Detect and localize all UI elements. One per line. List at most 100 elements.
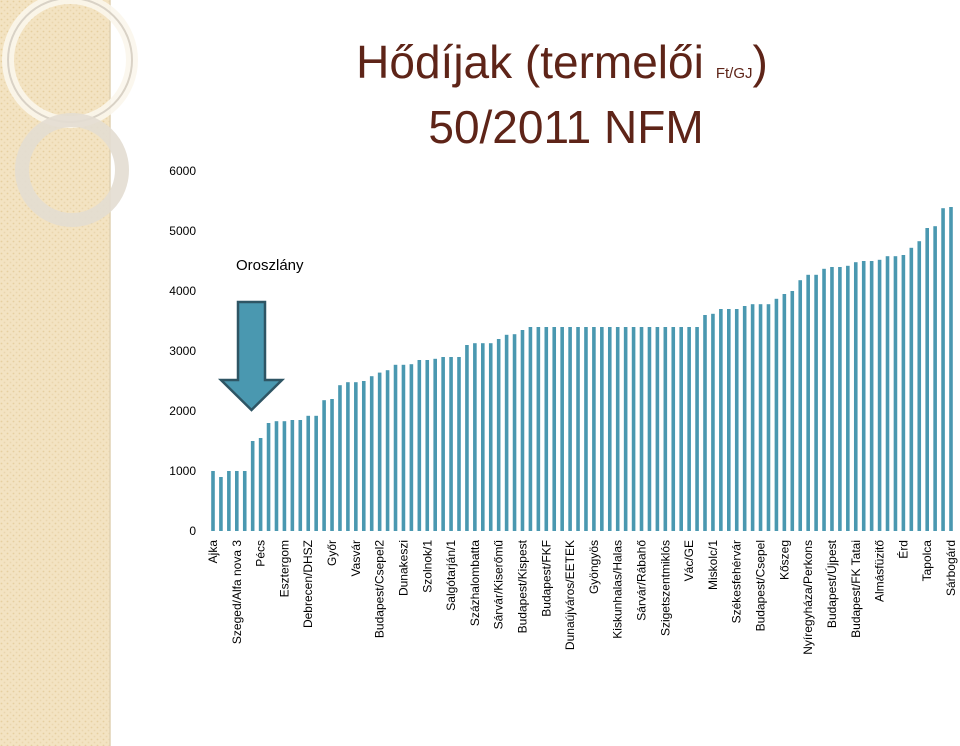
bar [504, 334, 509, 531]
bar [361, 381, 366, 531]
bar [631, 327, 636, 531]
chart-title: Hődíjak (termelői Ft/GJ) [356, 36, 768, 88]
bar [790, 291, 795, 531]
x-tick-label: Budapest/FK Tatai [849, 540, 863, 638]
bar [822, 268, 826, 531]
x-tick-label: Vác/GE [682, 540, 696, 581]
title-lead: Hődíjak (termelői [356, 36, 704, 88]
bar [941, 208, 945, 531]
x-tick-label: Sárbogárd [944, 540, 958, 596]
bar [274, 421, 279, 531]
bar [425, 360, 430, 531]
x-tick-label: Kőszeg [777, 540, 791, 580]
bar [758, 304, 763, 531]
bar [830, 267, 834, 531]
bar [750, 304, 755, 531]
bar [496, 339, 501, 531]
bar [393, 364, 398, 531]
bar [354, 382, 358, 531]
y-tick-label: 4000 [169, 284, 196, 298]
bar [893, 256, 898, 531]
bar [576, 327, 580, 531]
bar [798, 280, 803, 531]
bar [314, 415, 318, 531]
bar [742, 306, 747, 531]
x-tick-label: Tapolca [920, 540, 934, 582]
bar [917, 241, 922, 531]
bar [925, 228, 929, 531]
bar [409, 364, 414, 531]
x-tick-label: Almásfüzitő [873, 540, 887, 602]
x-tick-label: Vasvár [349, 540, 363, 576]
bar [258, 438, 263, 531]
y-tick-label: 0 [189, 524, 196, 538]
bar [322, 400, 326, 531]
x-tick-label: Szigetszentmiklós [658, 540, 672, 636]
bar [282, 421, 287, 531]
bar [235, 471, 239, 531]
bar [838, 267, 842, 531]
y-tick-label: 5000 [169, 224, 196, 238]
x-tick-label: Budapest/Újpest [824, 539, 839, 628]
x-tick-label: Budapest/Kispest [515, 539, 529, 633]
bar [933, 226, 937, 531]
bar [774, 298, 779, 531]
bar [449, 357, 453, 531]
x-tick-label: Kiskunhalas/Halas [611, 540, 625, 639]
bar [655, 327, 660, 531]
bar [338, 385, 342, 531]
bar [711, 313, 715, 531]
bar [695, 327, 699, 531]
bar [227, 471, 231, 531]
bar [671, 327, 676, 531]
x-tick-label: Dunaújváros/EETEK [563, 540, 577, 650]
bar [600, 327, 604, 531]
bar [727, 309, 731, 531]
bar [488, 343, 493, 531]
bar [457, 357, 461, 531]
x-tick-label: Szolnok/1 [420, 540, 434, 593]
x-tick-label: Budapest/Csepel2 [373, 540, 387, 638]
bar [552, 327, 557, 531]
deco-ring [15, 113, 129, 227]
bar [687, 327, 691, 531]
y-tick-label: 3000 [169, 344, 196, 358]
x-tick-label: Gyöngyös [587, 540, 601, 594]
bar [623, 327, 628, 531]
bar [377, 372, 382, 531]
bar [401, 364, 406, 531]
x-tick-label: Szeged/Alfa nova 3 [230, 540, 244, 644]
x-tick-label: Ajka [206, 540, 220, 564]
bar [734, 309, 739, 531]
arrow [217, 300, 286, 412]
x-tick-label: Budapest/Csepel [754, 540, 768, 631]
x-tick-label: Székesfehérvár [730, 540, 744, 623]
bar [885, 256, 890, 531]
bar [639, 327, 644, 531]
bar [861, 261, 866, 531]
bar [901, 255, 906, 531]
bar [369, 376, 374, 531]
bar [465, 345, 469, 531]
bar [520, 330, 525, 531]
bar [853, 262, 858, 531]
bar [433, 358, 437, 531]
bar [766, 304, 771, 531]
x-tick-label: Pécs [254, 540, 268, 567]
bar [385, 370, 390, 531]
x-tick-label: Dunakeszi [396, 540, 410, 596]
bar [536, 327, 541, 531]
bar [219, 477, 223, 531]
bar [211, 471, 215, 531]
bar [560, 327, 564, 531]
bar [330, 399, 334, 531]
title-unit: Ft/GJ [716, 65, 753, 82]
x-tick-label: Salgótarján/1 [444, 540, 458, 611]
bar [346, 382, 350, 531]
x-tick-label: Győr [325, 540, 339, 566]
bar [846, 265, 850, 531]
annotation: Oroszlány [236, 257, 304, 274]
bar [417, 360, 422, 531]
bar [663, 327, 668, 531]
